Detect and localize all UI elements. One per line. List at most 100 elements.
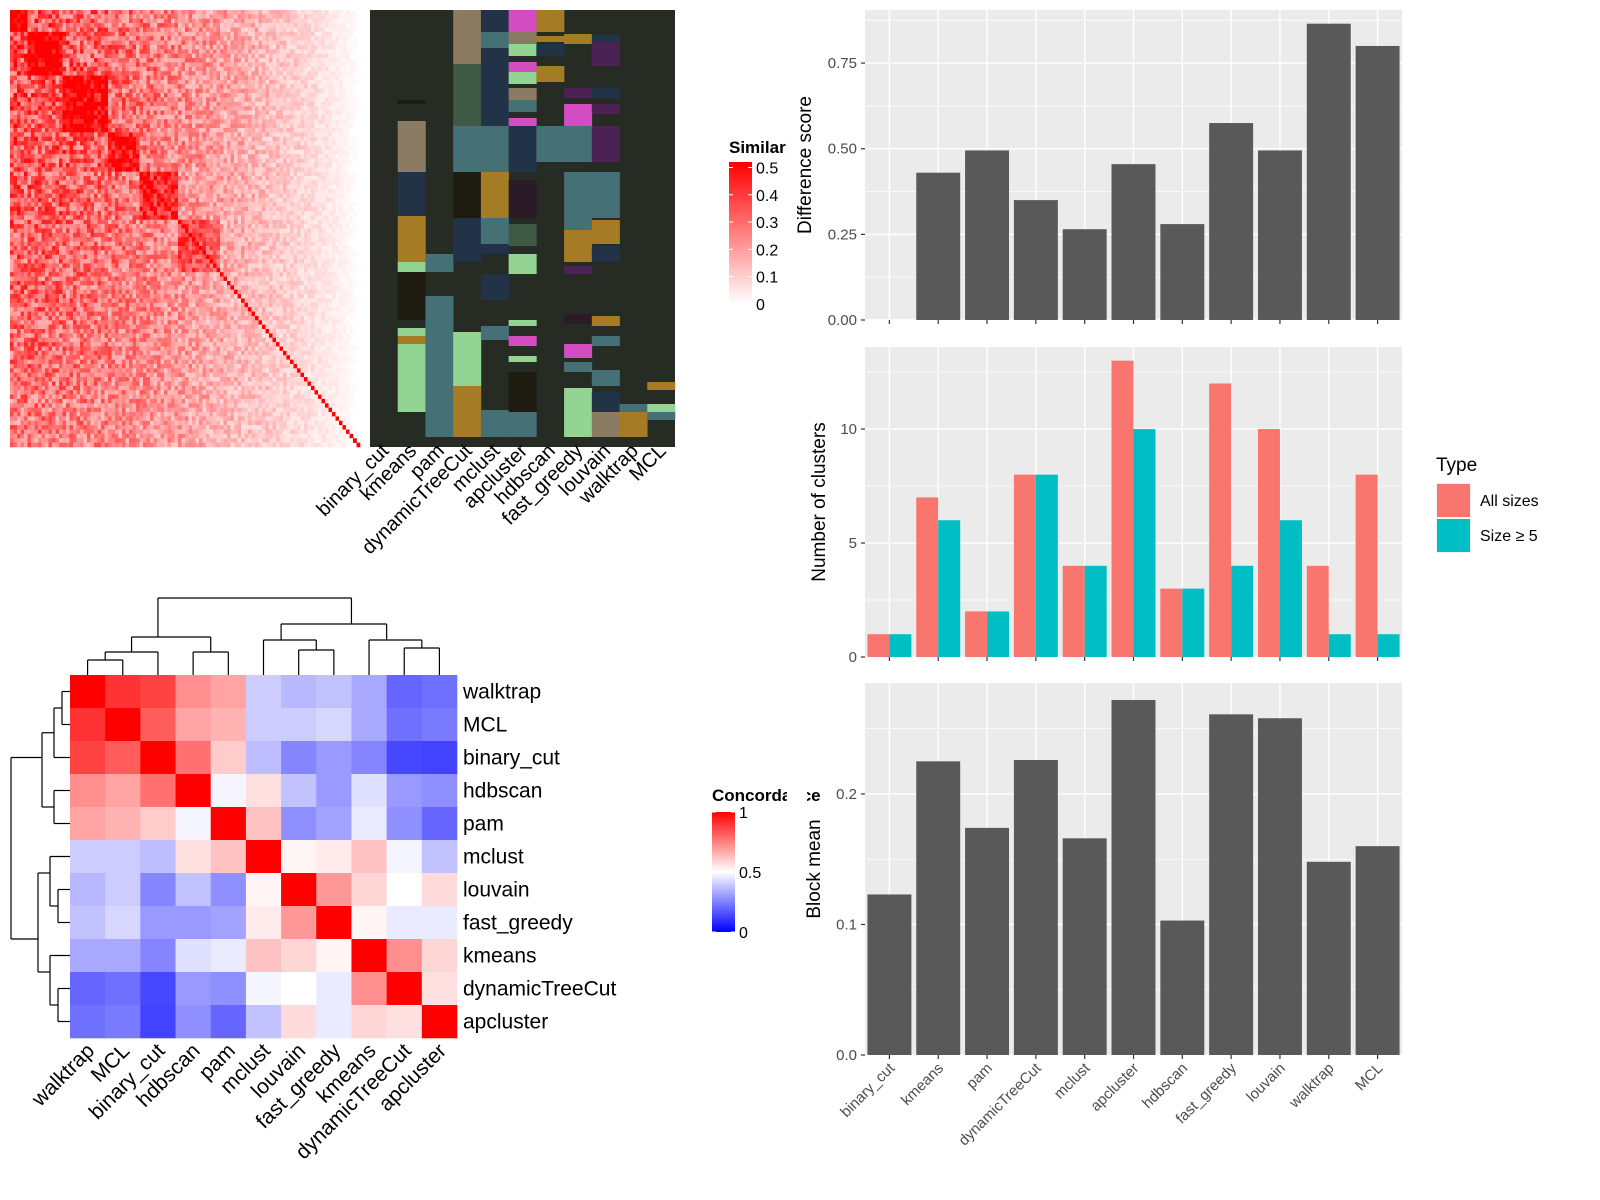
similarity-cell bbox=[346, 31, 350, 37]
similarity-cell bbox=[311, 18, 315, 24]
similarity-cell bbox=[227, 171, 231, 177]
similarity-cell bbox=[227, 141, 231, 146]
similarity-cell bbox=[73, 202, 77, 207]
similarity-cell bbox=[185, 119, 189, 124]
similarity-cell bbox=[248, 184, 252, 190]
similarity-cell bbox=[248, 141, 252, 146]
similarity-cell bbox=[83, 14, 88, 20]
similarity-cell bbox=[97, 176, 102, 181]
similarity-cell bbox=[143, 75, 147, 81]
similarity-cell bbox=[171, 88, 175, 94]
similarity-cell bbox=[97, 149, 102, 155]
similarity-cell bbox=[283, 114, 287, 120]
similarity-cell bbox=[321, 88, 326, 94]
similarity-cell bbox=[171, 202, 175, 207]
similarity-cell bbox=[318, 44, 322, 50]
similarity-cell bbox=[220, 184, 224, 190]
similarity-cell bbox=[87, 219, 91, 225]
similarity-cell bbox=[335, 114, 340, 120]
similarity-cell bbox=[27, 79, 32, 85]
similarity-cell bbox=[97, 180, 102, 186]
similarity-cell bbox=[279, 18, 284, 24]
similarity-cell bbox=[286, 110, 291, 116]
similarity-cell bbox=[80, 158, 84, 164]
similarity-cell bbox=[209, 49, 214, 54]
similarity-cell bbox=[66, 10, 70, 15]
similarity-cell bbox=[272, 167, 277, 172]
similarity-cell bbox=[83, 119, 88, 124]
similarity-cell bbox=[300, 58, 305, 63]
similarity-cell bbox=[164, 79, 168, 85]
similarity-cell bbox=[52, 162, 56, 168]
similarity-cell bbox=[206, 132, 210, 138]
similarity-cell bbox=[174, 149, 179, 155]
similarity-cell bbox=[321, 215, 326, 221]
similarity-cell bbox=[178, 97, 182, 103]
similarity-cell bbox=[297, 141, 301, 146]
similarity-cell bbox=[160, 176, 165, 181]
similarity-cell bbox=[227, 127, 231, 133]
similarity-cell bbox=[314, 206, 319, 212]
similarity-cell bbox=[146, 106, 151, 111]
similarity-cell bbox=[272, 145, 277, 151]
similarity-cell bbox=[314, 123, 319, 129]
similarity-cell bbox=[227, 211, 231, 216]
similarity-cell bbox=[181, 167, 186, 172]
similarity-cell bbox=[335, 171, 340, 177]
similarity-cell bbox=[38, 88, 42, 94]
similarity-cell bbox=[143, 167, 147, 172]
similarity-cell bbox=[55, 53, 60, 59]
similarity-cell bbox=[248, 123, 252, 129]
similarity-cell bbox=[265, 40, 270, 46]
similarity-cell bbox=[132, 197, 137, 203]
similarity-cell bbox=[31, 197, 35, 203]
similarity-cell bbox=[262, 93, 266, 98]
similarity-cell bbox=[272, 93, 277, 98]
similarity-cell bbox=[307, 114, 312, 120]
similarity-cell bbox=[178, 215, 182, 221]
similarity-cell bbox=[248, 44, 252, 50]
similarity-cell bbox=[209, 23, 214, 28]
similarity-cell bbox=[108, 154, 112, 159]
similarity-cell bbox=[125, 93, 130, 98]
similarity-cell bbox=[125, 110, 130, 116]
similarity-cell bbox=[62, 71, 67, 76]
similarity-cell bbox=[125, 211, 130, 216]
similarity-cell bbox=[332, 206, 336, 212]
similarity-cell bbox=[122, 27, 126, 33]
similarity-cell bbox=[297, 189, 301, 194]
similarity-cell bbox=[300, 145, 305, 151]
similarity-cell bbox=[325, 18, 329, 24]
similarity-cell bbox=[167, 224, 172, 229]
similarity-cell bbox=[185, 136, 189, 142]
similarity-cell bbox=[13, 36, 18, 41]
similarity-cell bbox=[209, 31, 214, 37]
similarity-cell bbox=[349, 202, 354, 207]
similarity-cell bbox=[122, 23, 126, 28]
similarity-cell bbox=[167, 58, 172, 63]
similarity-cell bbox=[318, 114, 322, 120]
similarity-cell bbox=[185, 167, 189, 172]
similarity-cell bbox=[234, 49, 238, 54]
similarity-cell bbox=[248, 36, 252, 41]
similarity-cell bbox=[48, 44, 53, 50]
similarity-cell bbox=[248, 136, 252, 142]
similarity-cell bbox=[132, 219, 137, 225]
similarity-cell bbox=[290, 206, 294, 212]
similarity-cell bbox=[80, 184, 84, 190]
similarity-cell bbox=[339, 206, 343, 212]
similarity-cell bbox=[314, 158, 319, 164]
similarity-cell bbox=[132, 114, 137, 120]
similarity-cell bbox=[139, 49, 144, 54]
similarity-cell bbox=[111, 180, 116, 186]
similarity-cell bbox=[248, 197, 252, 203]
similarity-cell bbox=[290, 79, 294, 85]
similarity-cell bbox=[262, 110, 266, 116]
similarity-cell bbox=[244, 79, 249, 85]
similarity-cell bbox=[62, 31, 67, 37]
similarity-cell bbox=[276, 36, 280, 41]
similarity-cell bbox=[10, 132, 14, 138]
similarity-cell bbox=[339, 224, 343, 229]
similarity-cell bbox=[146, 31, 151, 37]
similarity-cell bbox=[227, 14, 231, 20]
